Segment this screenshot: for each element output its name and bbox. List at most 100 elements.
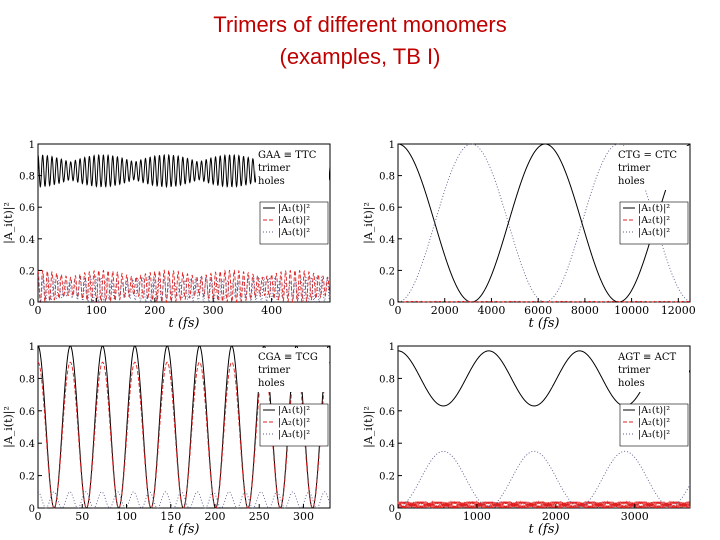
x-axis-label-0: t (fs) (169, 316, 200, 331)
annotation-line-3-1: trimer (618, 365, 650, 376)
y-axis-label-1: |A_i(t)|² (362, 202, 376, 244)
x-tick-label-2-4: 200 (204, 510, 225, 523)
legend-label-2-0: |A₁(t)|² (278, 405, 310, 416)
y-tick-label-0-4: 0.8 (19, 172, 35, 183)
y-tick-label-0-0: 0 (29, 298, 35, 309)
legend-box-3 (619, 403, 689, 447)
x-tick-label-2-2: 100 (116, 510, 137, 523)
series-line-2-2 (37, 361, 331, 509)
x-tick-label-1-0: 0 (395, 304, 402, 317)
y-tick-label-1-5: 1 (389, 140, 395, 151)
y-tick-label-3-0: 0 (389, 504, 395, 515)
y-tick-label-3-1: 0.2 (379, 472, 395, 483)
annotation-line-0-2: holes (258, 176, 285, 187)
annotation-line-3-0: AGT ≡ ACT (617, 352, 676, 363)
y-tick-label-1-0: 0 (389, 298, 395, 309)
x-tick-label-3-0: 0 (395, 510, 402, 523)
legend-label-3-1: |A₂(t)|² (638, 417, 670, 428)
x-tick-label-0-1: 100 (86, 304, 107, 317)
series-line-2-3 (397, 500, 691, 510)
annotation-bg-1 (616, 146, 689, 190)
x-tick-label-2-0: 0 (35, 510, 42, 523)
y-tick-label-0-5: 1 (29, 140, 35, 151)
legend-box-1 (619, 201, 689, 245)
legend-label-3-2: |A₃(t)|² (638, 429, 670, 440)
x-tick-label-0-0: 0 (35, 304, 42, 317)
chart-panel-cga-tcg: 0 50 100 150 200 250 300 0 0.2 0.4 0.6 0.8 1 t (fs) |A… (2, 342, 331, 537)
legend-label-0-1: |A₂(t)|² (278, 215, 310, 226)
y-tick-label-3-5: 1 (389, 342, 395, 353)
x-tick-label-1-2: 4000 (477, 304, 505, 317)
y-tick-label-3-4: 0.8 (379, 374, 395, 385)
legend-label-2-1: |A₂(t)|² (278, 417, 310, 428)
legend-label-0-2: |A₃(t)|² (278, 227, 310, 238)
y-tick-label-2-1: 0.2 (19, 472, 35, 483)
x-axis-label-2: t (fs) (169, 522, 200, 537)
chart-panel-ctg-ctc: 0 2000 4000 6000 8000 10000 12000 0 0.2 0.4 0.6 0.8… (362, 140, 696, 331)
x-tick-label-0-4: 400 (261, 304, 282, 317)
series-line-3-2 (37, 491, 331, 509)
x-tick-label-2-1: 50 (75, 510, 89, 523)
y-axis-label-3: |A_i(t)|² (362, 406, 376, 448)
y-tick-label-2-4: 0.8 (19, 374, 35, 385)
annotation-line-0-0: GAA ≡ TTC (258, 150, 317, 161)
y-tick-label-0-3: 0.6 (19, 203, 35, 214)
legend-label-1-2: |A₃(t)|² (638, 227, 670, 238)
series-line-2-0 (37, 268, 331, 304)
annotation-bg-3 (616, 348, 689, 392)
legend-label-1-0: |A₁(t)|² (638, 203, 670, 214)
legend-label-1-1: |A₂(t)|² (638, 215, 670, 226)
y-tick-label-3-3: 0.6 (379, 407, 395, 418)
y-tick-label-2-2: 0.4 (19, 439, 35, 450)
x-tick-label-0-2: 200 (144, 304, 165, 317)
annotation-line-1-2: holes (618, 176, 645, 187)
y-axis-label-0: |A_i(t)|² (2, 202, 16, 244)
y-tick-label-2-0: 0 (29, 504, 35, 515)
x-tick-label-1-5: 10000 (614, 304, 649, 317)
annotation-bg-0 (256, 146, 329, 190)
annotation-line-2-1: trimer (258, 365, 290, 376)
series-line-3-1 (398, 143, 691, 303)
legend-label-0-0: |A₁(t)|² (278, 203, 310, 214)
legend-label-3-0: |A₁(t)|² (638, 405, 670, 416)
x-tick-label-3-1: 1000 (463, 510, 491, 523)
annotation-line-0-1: trimer (258, 163, 290, 174)
series-line-1-1 (398, 143, 691, 303)
x-tick-label-0-3: 300 (203, 304, 224, 317)
x-axis-label-3: t (fs) (529, 522, 560, 537)
x-tick-label-2-3: 150 (160, 510, 181, 523)
x-tick-label-1-4: 8000 (571, 304, 599, 317)
y-tick-label-1-1: 0.2 (379, 266, 395, 277)
legend-label-2-2: |A₃(t)|² (278, 429, 310, 440)
x-tick-label-3-3: 3000 (621, 510, 649, 523)
annotation-line-2-0: CGA ≡ TCG (258, 352, 318, 363)
x-tick-label-1-1: 2000 (431, 304, 459, 317)
legend-box-0 (259, 201, 329, 245)
x-tick-label-2-5: 250 (249, 510, 270, 523)
chart-panel-gaa-ttc: 0 100 200 300 400 0 0.2 0.4 0.6 0.8 1 t (fs) |A_i(t)… (2, 140, 331, 331)
x-tick-label-1-3: 6000 (524, 304, 552, 317)
slide-title-line-2: (examples, TB I) (279, 44, 441, 69)
y-tick-label-1-2: 0.4 (379, 235, 395, 246)
chart-panel-agt-act: 0 1000 2000 3000 0 0.2 0.4 0.6 0.8 1 t (fs) |A_i(t)… (362, 342, 691, 537)
slide-title-line-1: Trimers of different monomers (213, 12, 507, 37)
x-tick-label-2-6: 300 (293, 510, 314, 523)
y-axis-label-2: |A_i(t)|² (2, 406, 16, 448)
y-tick-label-2-5: 1 (29, 342, 35, 353)
series-line-3-3 (398, 450, 691, 507)
y-tick-label-1-4: 0.8 (379, 172, 395, 183)
y-tick-label-1-3: 0.6 (379, 203, 395, 214)
y-tick-label-2-3: 0.6 (19, 407, 35, 418)
annotation-line-1-0: CTG = CTC (618, 150, 677, 161)
x-tick-label-3-2: 2000 (542, 510, 570, 523)
x-axis-label-1: t (fs) (529, 316, 560, 331)
legend-box-2 (259, 403, 329, 447)
y-tick-label-0-2: 0.4 (19, 235, 35, 246)
y-tick-label-0-1: 0.2 (19, 266, 35, 277)
annotation-line-2-2: holes (258, 378, 285, 389)
annotation-bg-2 (256, 348, 329, 392)
annotation-line-3-2: holes (618, 378, 645, 389)
x-tick-label-1-6: 12000 (661, 304, 696, 317)
annotation-line-1-1: trimer (618, 163, 650, 174)
y-tick-label-3-2: 0.4 (379, 439, 395, 450)
